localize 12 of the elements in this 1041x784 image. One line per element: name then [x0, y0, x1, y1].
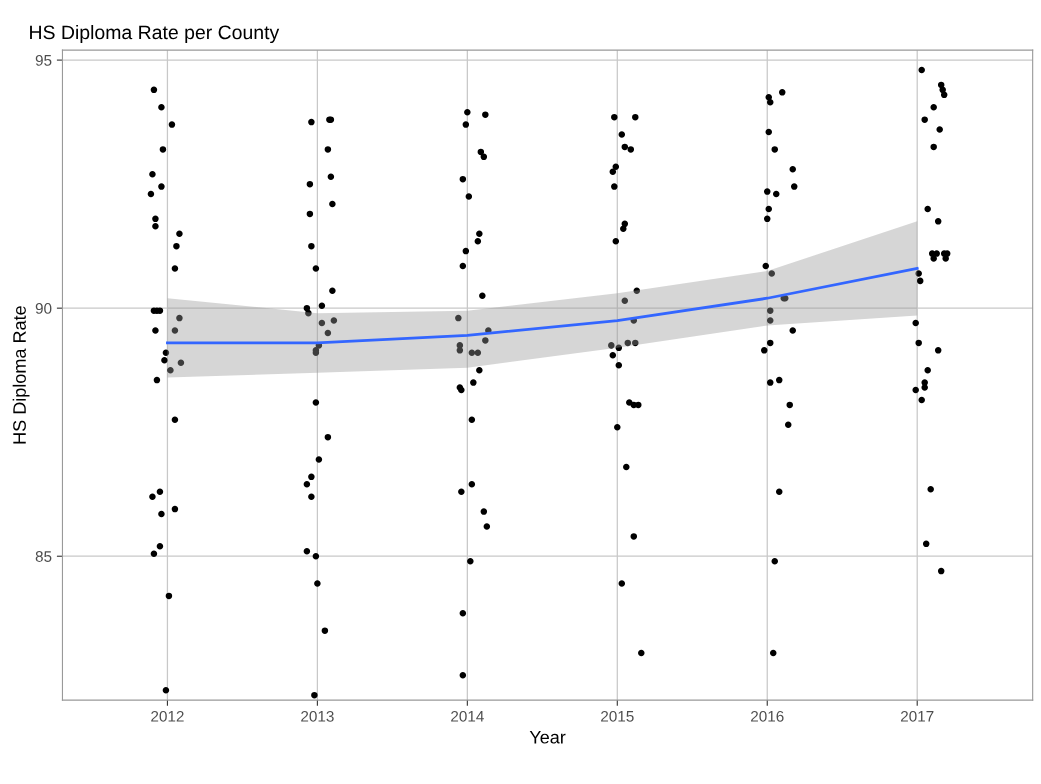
- y-tick-label: 95: [35, 54, 52, 66]
- x-axis-title: Year: [529, 730, 566, 744]
- y-axis-title: HS Diploma Rate: [12, 306, 30, 444]
- x-tick-label: 2014: [451, 710, 484, 722]
- chart-title: HS Diploma Rate per County: [30, 24, 280, 44]
- x-tick-label: 2015: [601, 710, 634, 722]
- x-tick-label: 2016: [751, 710, 784, 722]
- x-tick-label: 2017: [900, 710, 934, 722]
- x-tick-label: 2012: [151, 710, 184, 722]
- x-tick-label: 2013: [301, 710, 334, 722]
- y-tick-label: 90: [35, 303, 52, 314]
- y-tick-label: 85: [35, 551, 52, 562]
